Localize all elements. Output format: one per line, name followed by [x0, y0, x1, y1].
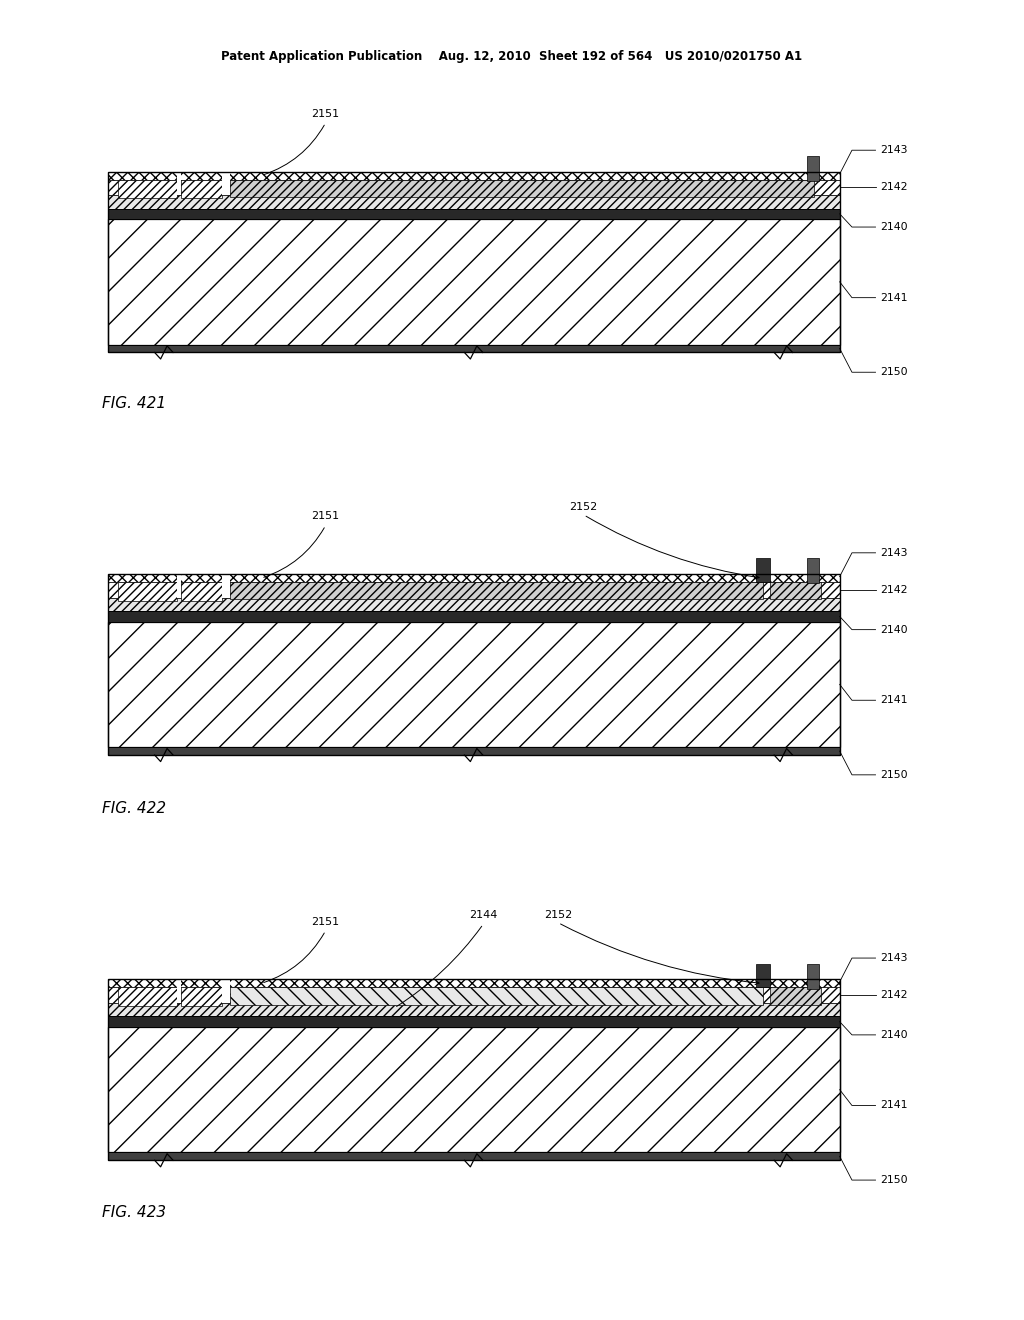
Bar [118, 582, 177, 601]
Text: 2143: 2143 [881, 953, 908, 964]
Bar [108, 979, 840, 1160]
Bar [108, 622, 840, 747]
Bar [177, 166, 181, 195]
Bar [807, 964, 819, 989]
Text: 2151: 2151 [311, 916, 340, 927]
Bar [230, 987, 763, 1005]
Bar [108, 172, 840, 180]
Bar [108, 1152, 840, 1160]
Bar [181, 582, 222, 601]
Bar [118, 180, 177, 198]
Bar [108, 611, 840, 622]
Text: 2140: 2140 [881, 222, 908, 232]
Bar [108, 209, 840, 219]
Bar [118, 987, 177, 1006]
Bar [222, 569, 230, 598]
Bar [770, 987, 821, 1005]
Text: 2152: 2152 [544, 909, 572, 920]
Bar [108, 1003, 840, 1016]
Text: Patent Application Publication    Aug. 12, 2010  Sheet 192 of 564   US 2010/0201: Patent Application Publication Aug. 12, … [221, 50, 803, 63]
Bar [222, 166, 230, 195]
Bar [108, 987, 840, 1003]
Bar [108, 582, 840, 598]
Bar [230, 180, 814, 197]
Bar [770, 582, 821, 599]
Bar [108, 172, 840, 352]
Bar [108, 219, 840, 345]
Text: 2142: 2142 [881, 990, 908, 1001]
Bar [230, 582, 763, 599]
Text: 2150: 2150 [881, 1175, 908, 1185]
Bar [181, 180, 222, 198]
Text: 2141: 2141 [881, 696, 908, 705]
Text: 2141: 2141 [881, 1101, 908, 1110]
Text: 2144: 2144 [469, 909, 498, 920]
Bar [108, 574, 840, 582]
Bar [108, 1027, 840, 1152]
Bar [108, 180, 840, 195]
Bar [807, 558, 819, 583]
Bar [177, 569, 181, 598]
Text: 2143: 2143 [881, 145, 908, 156]
Text: 2140: 2140 [881, 1030, 908, 1040]
Bar [108, 195, 840, 209]
Bar [108, 574, 840, 755]
Text: 2143: 2143 [881, 548, 908, 558]
Text: 2150: 2150 [881, 367, 908, 378]
Text: 2152: 2152 [569, 502, 598, 512]
Text: 2142: 2142 [881, 182, 908, 193]
Bar [108, 979, 840, 987]
Bar [756, 558, 770, 582]
Bar [807, 156, 819, 181]
Text: 2151: 2151 [311, 108, 340, 119]
Bar [181, 987, 222, 1006]
Bar [108, 345, 840, 352]
Bar [108, 747, 840, 755]
Bar [108, 1016, 840, 1027]
Text: FIG. 423: FIG. 423 [102, 1205, 167, 1220]
Text: 2150: 2150 [881, 770, 908, 780]
Bar [108, 598, 840, 611]
Text: 2151: 2151 [311, 511, 340, 521]
Bar [756, 964, 770, 987]
Text: 2142: 2142 [881, 585, 908, 595]
Text: FIG. 421: FIG. 421 [102, 396, 167, 411]
Text: 2141: 2141 [881, 293, 908, 302]
Text: 2140: 2140 [881, 624, 908, 635]
Bar [177, 974, 181, 1003]
Text: FIG. 422: FIG. 422 [102, 801, 167, 816]
Bar [222, 974, 230, 1003]
